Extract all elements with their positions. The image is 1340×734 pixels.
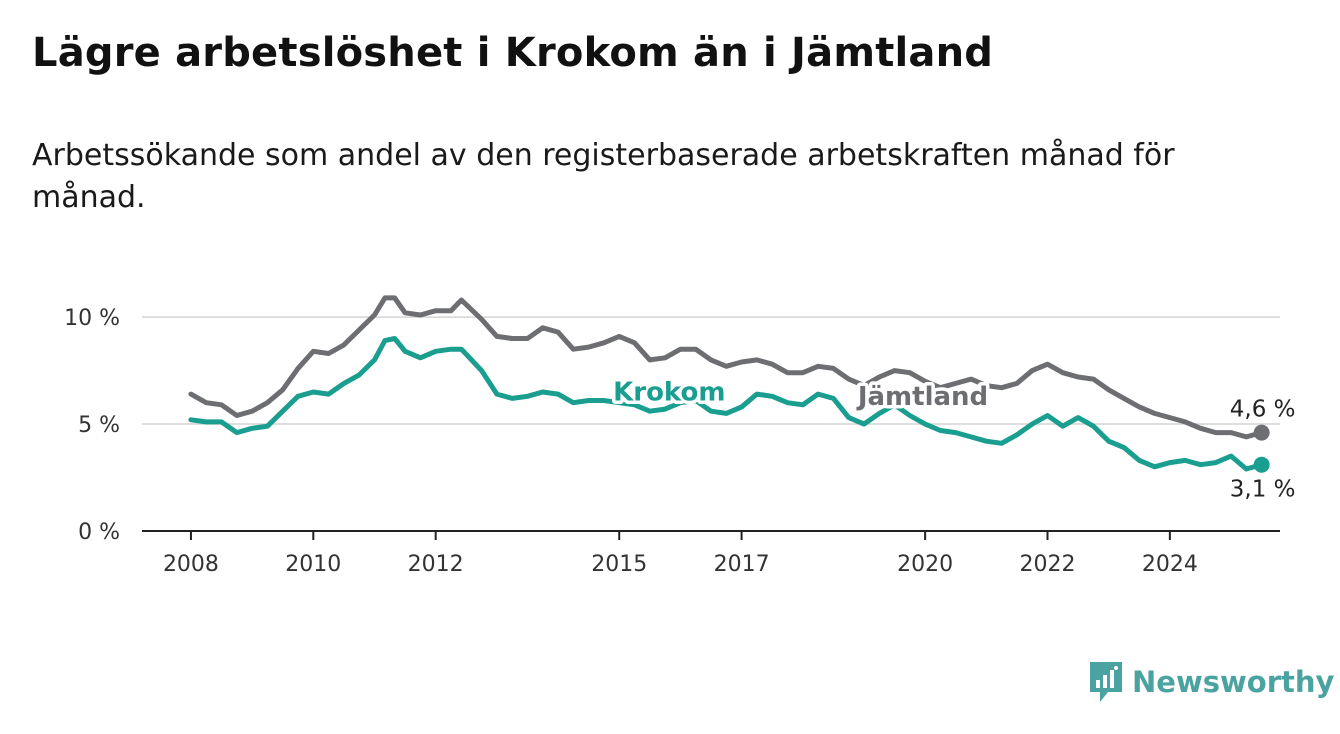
y-tick-label: 0 %	[78, 520, 120, 545]
gridlines	[142, 316, 1280, 425]
series-end-value-label: 3,1 %	[1230, 477, 1296, 503]
x-tick-label: 2012	[408, 552, 464, 577]
series-endpoint-jämtland	[1253, 424, 1270, 441]
x-tick-label: 2010	[285, 552, 341, 577]
series-name-label: Krokom	[613, 378, 725, 408]
newsworthy-logo-icon	[1090, 662, 1122, 702]
axes: 0 % 5 % 10 % 2008 2010 2012 2015 2017 2020 2022 20…	[64, 306, 1280, 577]
x-tick-label: 2024	[1142, 552, 1198, 577]
brand-name: Newsworthy	[1132, 665, 1335, 699]
x-tick-label: 2008	[163, 552, 219, 577]
series-labels: Jämtland 4,6 % Krokom 3,1 %	[610, 374, 1299, 506]
series-end-value-label: 4,6 %	[1230, 397, 1296, 423]
series-line-jämtland	[188, 295, 1265, 440]
series-lines	[188, 295, 1270, 473]
chart-title: Lägre arbetslöshet i Krokom än i Jämtlan…	[32, 30, 994, 76]
series-name-label: Jämtland	[856, 382, 988, 412]
y-tick-label: 5 %	[78, 413, 120, 438]
chart-subtitle: Arbetssökande som andel av den registerb…	[32, 138, 1175, 215]
x-tick-label: 2017	[714, 552, 770, 577]
brand-logo: Newsworthy	[1088, 660, 1334, 704]
x-tick-label: 2015	[591, 552, 647, 577]
y-tick-label: 10 %	[64, 306, 120, 331]
x-tick-label: 2022	[1020, 552, 1076, 577]
x-tick-label: 2020	[897, 552, 953, 577]
line-chart: 0 % 5 % 10 % 2008 2010 2012 2015 2017 2020 2022 20…	[64, 295, 1299, 577]
series-line-krokom	[188, 336, 1265, 472]
series-endpoint-krokom	[1253, 456, 1270, 473]
